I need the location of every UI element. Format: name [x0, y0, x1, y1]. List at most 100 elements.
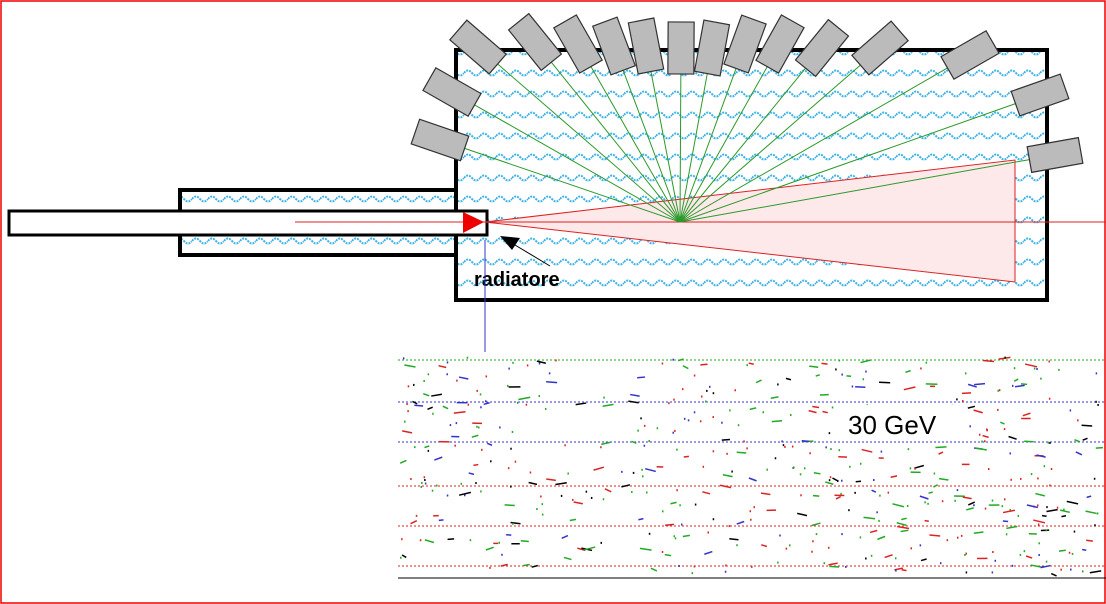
hit: [929, 535, 940, 536]
hit: [920, 367, 922, 369]
hit: [480, 393, 482, 395]
hit: [567, 473, 569, 475]
hit: [722, 439, 730, 440]
hit: [870, 531, 877, 533]
hit: [561, 495, 563, 497]
hit: [1082, 570, 1084, 572]
hit: [734, 389, 736, 391]
hit: [499, 426, 501, 428]
hit: [521, 541, 529, 542]
hit: [907, 505, 909, 507]
event-display: [398, 357, 1106, 578]
hit: [605, 489, 611, 492]
hit: [649, 533, 651, 535]
hit: [485, 400, 487, 402]
hit: [725, 564, 727, 566]
hit: [956, 398, 958, 400]
hit: [694, 565, 696, 567]
hit: [542, 503, 544, 505]
hit: [591, 497, 593, 499]
hit: [751, 566, 753, 568]
hit: [459, 377, 468, 379]
hit: [461, 483, 463, 485]
hit: [413, 384, 415, 386]
hit: [1086, 511, 1097, 513]
hit: [572, 499, 574, 501]
hit: [425, 483, 427, 485]
hit: [640, 548, 652, 550]
hit: [621, 485, 630, 487]
hit: [783, 444, 785, 446]
hit: [988, 468, 990, 470]
hit: [966, 508, 974, 510]
hit: [1044, 465, 1046, 467]
hit: [1024, 441, 1034, 442]
hit: [408, 385, 410, 387]
hit: [753, 506, 755, 508]
hit: [809, 411, 817, 413]
hit: [984, 440, 986, 442]
hit: [470, 539, 472, 541]
hit: [908, 448, 910, 450]
hit: [648, 440, 650, 442]
hit: [749, 478, 757, 481]
hit: [939, 452, 943, 454]
hit: [630, 395, 639, 397]
hit: [1048, 442, 1050, 444]
hit: [681, 524, 683, 526]
hit: [854, 492, 856, 494]
hit: [644, 445, 646, 447]
hit: [997, 390, 999, 392]
hit: [540, 496, 542, 498]
hit: [1096, 372, 1098, 374]
hit: [570, 519, 576, 520]
hit: [812, 406, 819, 407]
hit: [707, 531, 709, 533]
hit: [428, 373, 430, 375]
hit: [586, 491, 588, 493]
hit: [682, 388, 684, 390]
hit: [512, 362, 514, 364]
hit: [486, 547, 494, 550]
hit: [750, 510, 752, 512]
hit: [975, 448, 987, 450]
hit: [511, 522, 521, 523]
hit: [981, 441, 983, 443]
hit: [1069, 552, 1071, 554]
hit: [761, 545, 767, 547]
hit: [979, 434, 981, 436]
hit: [968, 406, 975, 408]
hit: [1097, 404, 1099, 406]
hit: [885, 555, 893, 558]
hit: [954, 500, 956, 502]
hit: [638, 519, 643, 520]
hit: [414, 405, 423, 406]
hit: [863, 378, 865, 380]
hit: [1049, 398, 1051, 400]
hit: [472, 435, 479, 437]
hit: [640, 417, 642, 419]
hit: [510, 486, 512, 488]
hit: [475, 482, 477, 484]
hit: [800, 494, 802, 496]
hit: [601, 442, 610, 444]
hit: [421, 482, 423, 484]
hit: [1014, 367, 1016, 369]
hit: [825, 482, 833, 484]
hit: [508, 368, 510, 370]
hit: [416, 515, 418, 517]
hit: [683, 535, 690, 536]
hit: [800, 473, 802, 475]
hit: [904, 387, 916, 390]
hit: [505, 505, 515, 506]
hit: [469, 473, 474, 474]
hit: [1027, 505, 1038, 507]
hit: [781, 440, 783, 442]
hit: [603, 404, 614, 406]
detector: [668, 22, 694, 74]
hit: [786, 548, 788, 550]
hit: [1046, 529, 1048, 531]
hit: [670, 502, 676, 503]
hit: [1020, 478, 1022, 480]
hit: [779, 534, 781, 536]
